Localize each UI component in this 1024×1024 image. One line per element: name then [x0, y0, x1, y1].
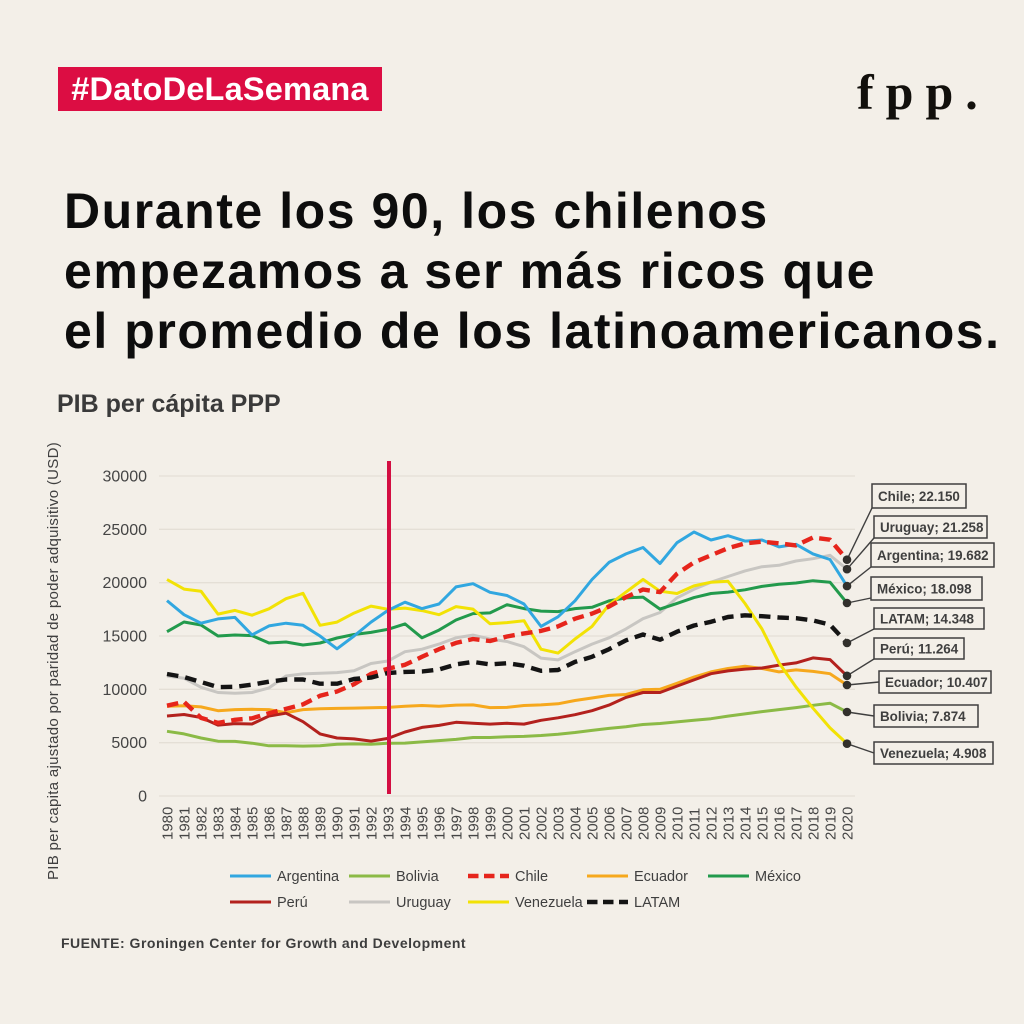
svg-text:1992: 1992 [364, 807, 381, 840]
svg-text:1985: 1985 [245, 807, 262, 840]
svg-text:Chile; 22.150: Chile; 22.150 [878, 489, 960, 504]
svg-text:20000: 20000 [103, 575, 148, 592]
svg-text:1993: 1993 [381, 807, 398, 840]
svg-text:Bolivia: Bolivia [396, 869, 440, 885]
svg-text:5000: 5000 [111, 735, 147, 752]
svg-text:Argentina; 19.682: Argentina; 19.682 [877, 548, 989, 563]
svg-text:2012: 2012 [704, 807, 721, 840]
svg-text:2020: 2020 [840, 807, 857, 840]
svg-text:2018: 2018 [806, 807, 823, 840]
svg-text:1999: 1999 [483, 807, 500, 840]
svg-text:2009: 2009 [653, 807, 670, 840]
svg-text:2019: 2019 [823, 807, 840, 840]
svg-text:1991: 1991 [347, 807, 364, 840]
svg-text:Chile: Chile [515, 869, 548, 885]
svg-text:1982: 1982 [194, 807, 211, 840]
svg-text:1984: 1984 [228, 807, 245, 840]
svg-text:PIB per capita ajustado por pa: PIB per capita ajustado por paridad de p… [45, 442, 62, 880]
svg-text:Venezuela: Venezuela [515, 895, 584, 911]
svg-text:2002: 2002 [534, 807, 551, 840]
svg-text:2000: 2000 [500, 807, 517, 840]
svg-text:1983: 1983 [211, 807, 228, 840]
svg-text:2006: 2006 [602, 807, 619, 840]
svg-text:Uruguay; 21.258: Uruguay; 21.258 [880, 520, 984, 535]
svg-text:25000: 25000 [103, 522, 148, 539]
svg-text:1989: 1989 [313, 807, 330, 840]
svg-text:2004: 2004 [568, 807, 585, 840]
svg-text:2015: 2015 [755, 807, 772, 840]
svg-text:Bolivia; 7.874: Bolivia; 7.874 [880, 709, 966, 724]
svg-text:Perú: Perú [277, 895, 308, 911]
svg-text:2007: 2007 [619, 807, 636, 840]
svg-text:2014: 2014 [738, 807, 755, 840]
svg-text:LATAM; 14.348: LATAM; 14.348 [880, 611, 975, 626]
svg-text:2003: 2003 [551, 807, 568, 840]
svg-text:2008: 2008 [636, 807, 653, 840]
svg-text:15000: 15000 [103, 629, 148, 646]
svg-text:10000: 10000 [103, 682, 148, 699]
svg-text:1997: 1997 [449, 807, 466, 840]
svg-text:1980: 1980 [160, 807, 177, 840]
svg-text:1995: 1995 [415, 807, 432, 840]
svg-text:2017: 2017 [789, 807, 806, 840]
svg-text:1998: 1998 [466, 807, 483, 840]
svg-text:2010: 2010 [670, 807, 687, 840]
svg-text:1990: 1990 [330, 807, 347, 840]
svg-text:1994: 1994 [398, 807, 415, 840]
svg-text:Argentina: Argentina [277, 869, 340, 885]
svg-text:2001: 2001 [517, 807, 534, 840]
svg-text:Ecuador; 10.407: Ecuador; 10.407 [885, 675, 988, 690]
svg-text:2016: 2016 [772, 807, 789, 840]
svg-text:Uruguay: Uruguay [396, 895, 452, 911]
svg-text:1996: 1996 [432, 807, 449, 840]
svg-text:1986: 1986 [262, 807, 279, 840]
svg-text:2013: 2013 [721, 807, 738, 840]
svg-text:30000: 30000 [103, 469, 148, 486]
svg-text:0: 0 [138, 789, 147, 806]
svg-text:LATAM: LATAM [634, 895, 680, 911]
svg-text:Venezuela; 4.908: Venezuela; 4.908 [880, 746, 987, 761]
svg-text:1988: 1988 [296, 807, 313, 840]
svg-text:2011: 2011 [687, 808, 704, 840]
svg-text:Perú; 11.264: Perú; 11.264 [880, 641, 959, 656]
svg-text:1987: 1987 [279, 807, 296, 840]
svg-text:1981: 1981 [177, 807, 194, 840]
svg-text:México; 18.098: México; 18.098 [877, 581, 972, 596]
svg-text:México: México [755, 869, 801, 885]
svg-text:Ecuador: Ecuador [634, 869, 688, 885]
svg-text:2005: 2005 [585, 807, 602, 840]
